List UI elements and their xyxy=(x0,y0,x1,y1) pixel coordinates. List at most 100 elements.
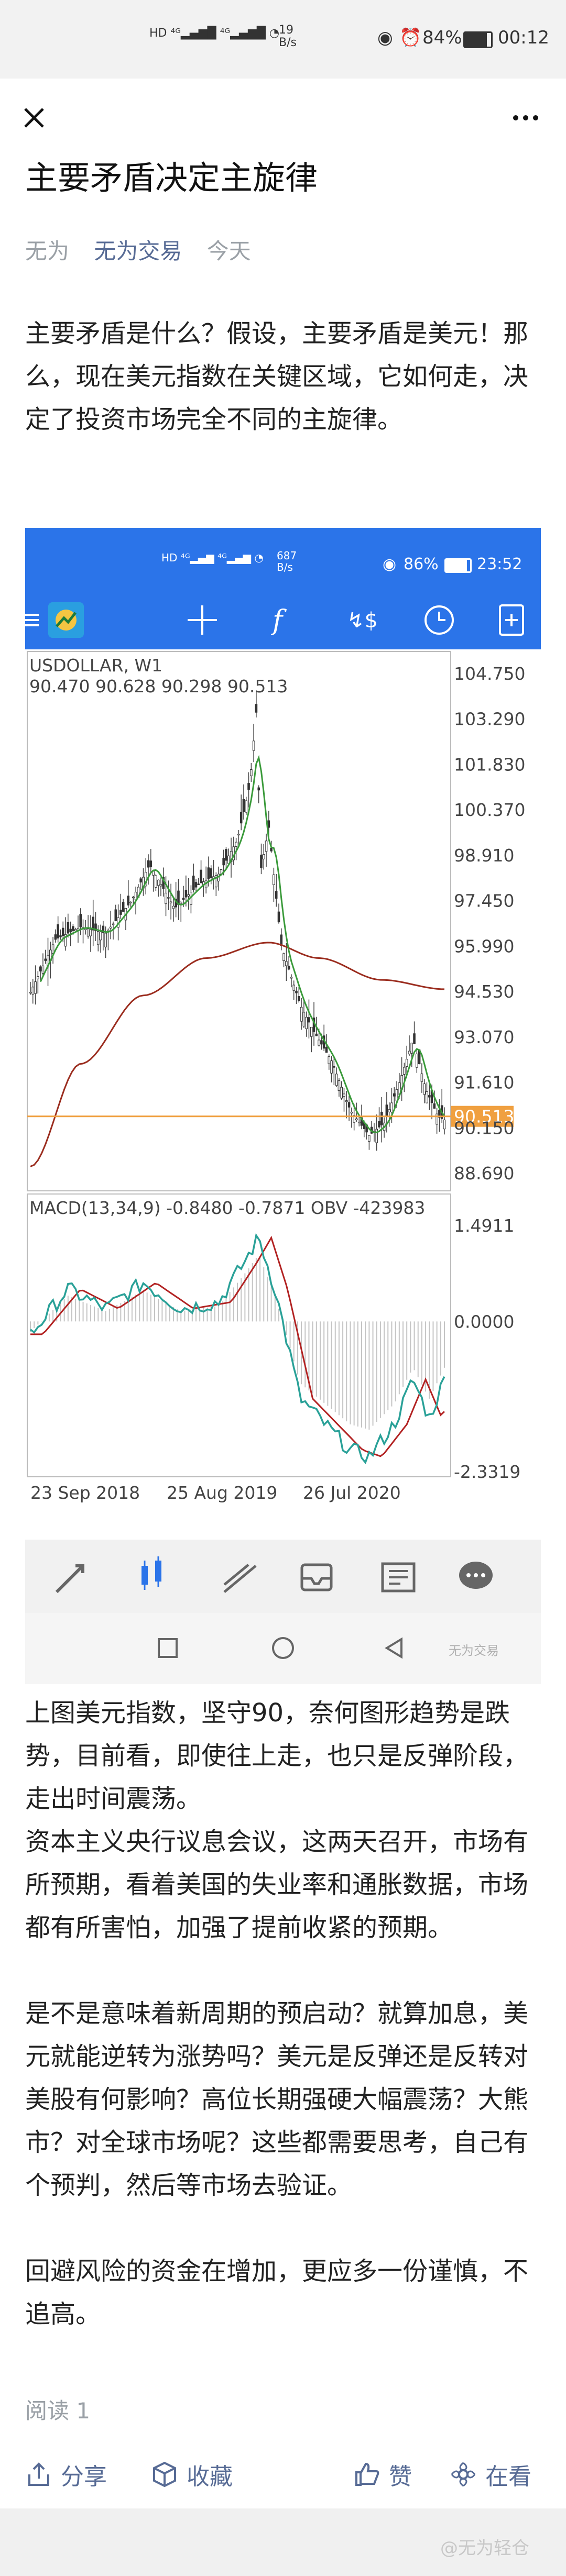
close-icon[interactable] xyxy=(16,99,52,136)
candle-body xyxy=(247,783,250,790)
candle-body xyxy=(355,1118,358,1121)
candle-body xyxy=(67,922,70,934)
candle-body xyxy=(194,882,198,888)
candle-body xyxy=(64,934,67,947)
candle-body xyxy=(408,1051,411,1055)
add-document-icon[interactable] xyxy=(492,600,531,640)
candle-body xyxy=(390,1102,393,1113)
embedded-screenshot: HD ⁴ᴳ▂▄▆ ⁴ᴳ▂▄▆ ◔ 687 B/s ◉ 86% 23:52 f ↯$ xyxy=(25,528,541,1685)
trend-icon[interactable] xyxy=(223,1564,257,1593)
more-icon[interactable] xyxy=(507,99,544,136)
candle-body xyxy=(96,931,100,945)
macd-y-tick-label: 1.4911 xyxy=(454,1215,514,1236)
candlestick-icon[interactable] xyxy=(142,1556,161,1590)
alarm-icon: ⏰ xyxy=(399,27,422,48)
battery-level: 84% xyxy=(422,27,462,48)
price-chart[interactable]: USDOLLAR, W1 90.470 90.628 90.298 90.513… xyxy=(25,649,541,1540)
candle-body xyxy=(420,1074,423,1082)
embedded-status-bar: HD ⁴ᴳ▂▄▆ ⁴ᴳ▂▄▆ ◔ 687 B/s ◉ 86% 23:52 xyxy=(25,528,541,591)
candle-body xyxy=(54,934,57,940)
candle-body xyxy=(245,800,248,813)
embedded-battery-icon xyxy=(444,558,472,573)
function-icon[interactable]: f xyxy=(260,600,300,640)
clock-icon[interactable] xyxy=(419,600,459,640)
embedded-battery-level: 86% xyxy=(404,555,439,573)
candle-body xyxy=(262,854,265,859)
candle-body xyxy=(59,935,62,937)
candle-body xyxy=(74,929,77,932)
crosshair-icon[interactable] xyxy=(182,600,222,640)
thumbs-up-icon xyxy=(355,2462,379,2486)
macd-main-line xyxy=(29,1233,445,1465)
candle-body xyxy=(413,1033,416,1044)
candle-body xyxy=(416,1053,418,1068)
candle-body xyxy=(295,990,298,993)
menu-icon[interactable] xyxy=(25,600,41,640)
main-chart-frame xyxy=(27,651,451,1191)
candle-body xyxy=(184,890,188,898)
bottom-strip: @无为轻仓 xyxy=(0,2508,566,2576)
x-axis-ticks: 23 Sep 2018 25 Aug 2019 26 Jul 2020 xyxy=(30,1483,401,1503)
candle-body xyxy=(89,929,92,936)
like-button[interactable]: 赞 xyxy=(353,2440,412,2508)
candle-body xyxy=(179,902,182,904)
y-tick-label: 94.530 xyxy=(454,981,514,1002)
candle-body xyxy=(273,874,275,885)
candle-body xyxy=(267,820,270,828)
watching-button[interactable]: 在看 xyxy=(450,2440,531,2508)
candle-body xyxy=(127,895,130,906)
candle-body xyxy=(275,891,278,899)
candle-body xyxy=(292,985,296,991)
candle-body xyxy=(368,1135,371,1142)
signal-icons: HD ⁴ᴳ▂▄▆█ ⁴ᴳ▂▄▆█ ◔ xyxy=(149,27,280,40)
collect-button[interactable]: 收藏 xyxy=(151,2440,233,2508)
embedded-clock: 23:52 xyxy=(477,555,523,573)
candle-body xyxy=(169,901,172,903)
candle-body xyxy=(34,981,37,994)
candle-body xyxy=(320,1040,323,1045)
candle-body xyxy=(132,897,135,899)
like-label: 赞 xyxy=(389,2463,412,2490)
candle-body xyxy=(235,842,237,847)
candle-body xyxy=(147,860,150,868)
candle-body xyxy=(99,932,102,941)
ma-slow-line xyxy=(30,942,445,1167)
candle-body xyxy=(270,847,273,852)
status-bar: HD ⁴ᴳ▂▄▆█ ⁴ᴳ▂▄▆█ ◔ 19 B/s ◉ ⏰ 84% 00:12 xyxy=(0,0,566,79)
candle-body xyxy=(347,1102,351,1108)
candle-body xyxy=(122,902,125,912)
candle-body xyxy=(298,996,300,1001)
y-tick-label: 90.150 xyxy=(454,1118,514,1138)
candle-body xyxy=(423,1084,426,1095)
candle-body xyxy=(325,1047,328,1053)
candle-body xyxy=(149,860,153,867)
flower-icon xyxy=(451,2462,476,2487)
macd-y-tick-label: -2.3319 xyxy=(454,1462,520,1482)
article-title: 主要矛盾决定主旋律 xyxy=(25,159,318,197)
candle-body xyxy=(333,1066,335,1068)
candle-body xyxy=(200,869,202,883)
candle-body xyxy=(252,740,255,751)
candle-body xyxy=(305,1016,308,1029)
draw-line-icon[interactable] xyxy=(55,1564,84,1594)
candle-body xyxy=(308,1017,310,1023)
y-tick-label: 88.690 xyxy=(454,1163,514,1184)
candle-body xyxy=(240,812,243,824)
candle-body xyxy=(92,916,94,931)
symbol-exchange-icon[interactable]: ↯$ xyxy=(340,600,379,640)
candle-body xyxy=(357,1122,361,1123)
account-link[interactable]: 无为交易 xyxy=(94,238,182,264)
author-name: 无为 xyxy=(25,238,70,264)
inbox-icon[interactable] xyxy=(300,1563,333,1591)
chat-icon[interactable] xyxy=(459,1562,493,1589)
candle-body xyxy=(172,905,175,909)
candle-body xyxy=(129,902,132,903)
candle-body xyxy=(182,898,185,900)
bottom-watermark: @无为轻仓 xyxy=(440,2538,529,2559)
macd-signal-line xyxy=(30,1235,445,1457)
news-icon[interactable] xyxy=(381,1562,416,1593)
paragraph-3: 是不是意味着新周期的预启动？就算加息，美元就能逆转为涨势吗？美元是反弹还是反转对… xyxy=(25,1999,529,2200)
candle-body xyxy=(165,892,167,904)
y-tick-label: 97.450 xyxy=(454,891,514,911)
share-button[interactable]: 分享 xyxy=(25,2440,107,2508)
